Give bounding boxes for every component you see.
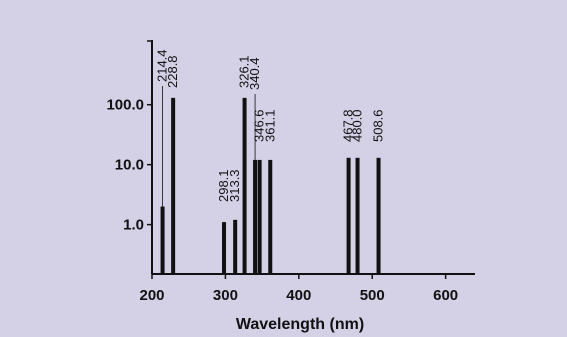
peak-bar [171,97,176,274]
y-tick-label: 10.0 [115,157,144,174]
peak-label: 346.6 [252,109,267,142]
axes-group: 200 300 400 500 600 1.0 10.0 100.0 [106,40,475,304]
peak-bar [222,222,227,274]
peak-bar [355,157,360,274]
peak-label: 298.1 [216,169,231,202]
x-tick-label: 400 [286,287,311,304]
peak-bar [268,159,273,274]
peak-bar [233,219,238,274]
x-tick-label: 600 [433,287,458,304]
peak-label: 361.1 [262,109,277,142]
y-tick-label: 1.0 [123,217,144,234]
x-tick-label: 200 [139,287,164,304]
peak-label: 228.8 [165,55,180,88]
x-tick-label: 500 [360,287,385,304]
peak-bar [253,159,258,274]
peak-bar [346,157,351,274]
peak-bar [257,159,262,274]
x-tick-label: 300 [213,287,238,304]
peak-label: 480.0 [350,109,365,142]
y-tick-label: 100.0 [106,97,144,114]
peak-bar [160,206,165,274]
peak-bar [242,97,247,274]
peak-label: 467.8 [341,109,356,142]
peak-label: 508.6 [371,109,386,142]
peak-label: 313.3 [227,169,242,202]
peak-label: 326.1 [237,55,252,88]
bars-group [160,97,381,274]
peak-bar [376,157,381,274]
x-axis-title: Wavelength (nm) [236,316,364,333]
peak-label: 214.4 [155,49,170,82]
peak-label: 340.4 [247,57,262,90]
